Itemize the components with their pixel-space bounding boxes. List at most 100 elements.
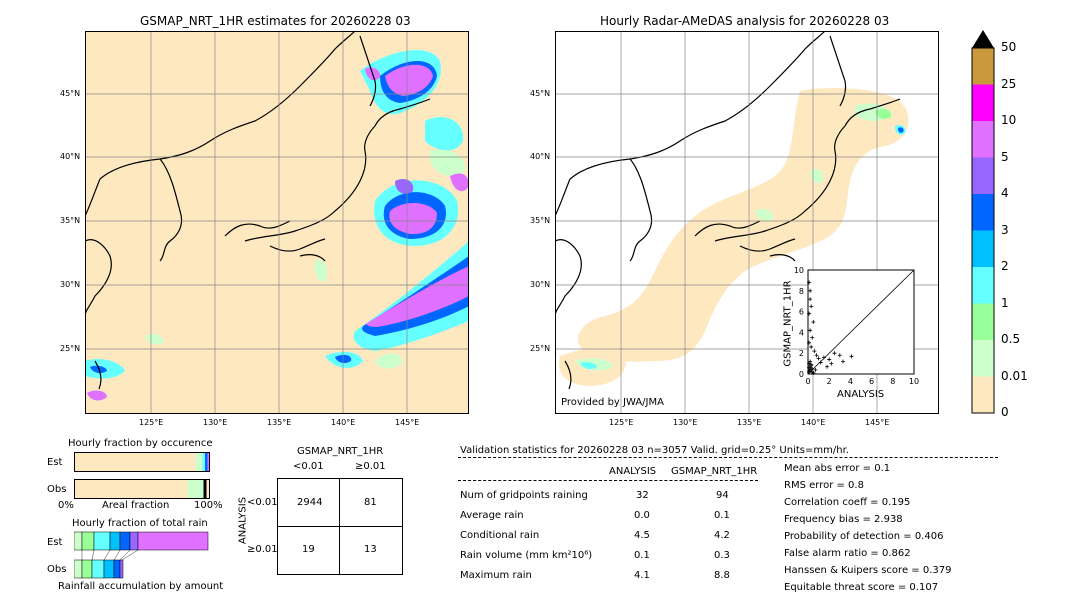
stat-analysis-volume: 0.1 <box>634 550 650 561</box>
validation-col-gsmap: GSMAP_NRT_1HR <box>671 466 758 477</box>
colorbar-label: 25 <box>1001 76 1017 91</box>
left-lat-label-45: 45°N <box>60 89 81 98</box>
colorbar-label: 5 <box>1001 149 1009 164</box>
scatter-point <box>810 335 815 340</box>
scatter-y-tick-label: 2 <box>799 349 804 358</box>
scatter-point <box>827 357 832 362</box>
left-lon-label-140: 140°E <box>331 418 356 427</box>
fraction-obs-label: Obs <box>47 484 67 495</box>
fraction-est-label: Est <box>47 457 63 468</box>
scatter-point <box>809 344 814 349</box>
stat-analysis-gridpoints: 32 <box>636 490 649 501</box>
scatter-x-tick-label: 4 <box>848 377 853 386</box>
scatter-point <box>808 359 813 364</box>
scatter-point <box>808 297 813 302</box>
fraction-axis-right: 100% <box>194 500 223 511</box>
right-lon-label-125: 125°E <box>609 418 634 427</box>
right-lon-label-145: 145°E <box>865 418 890 427</box>
score-hk: Hanssen & Kuipers score = 0.379 <box>784 565 952 576</box>
colorbar-band <box>972 303 994 340</box>
total-rain-obs-bar <box>74 559 124 579</box>
stat-analysis-conditional: 4.5 <box>634 530 650 541</box>
contingency-row1: <0.01 <box>247 497 278 508</box>
contingency-title: GSMAP_NRT_1HR <box>297 446 384 457</box>
scatter-point <box>808 367 813 372</box>
score-pod: Probability of detection = 0.406 <box>784 531 944 542</box>
scatter-y-tick-label: 10 <box>794 266 804 275</box>
right-lat-label-40: 40°N <box>530 152 551 161</box>
scatter-point <box>837 353 842 358</box>
stat-gsmap-conditional: 4.2 <box>714 530 730 541</box>
right-lon-label-130: 130°E <box>673 418 698 427</box>
scatter-point <box>808 328 813 333</box>
stat-gsmap-gridpoints: 94 <box>716 490 729 501</box>
colorbar-extend-arrow <box>972 30 994 48</box>
stat-label-volume: Rain volume (mm km²10⁶) <box>460 550 593 561</box>
left-map-grid <box>85 31 469 414</box>
scatter-point <box>807 311 812 316</box>
scatter-diagonal <box>807 269 915 375</box>
score-frequency-bias: Frequency bias = 2.938 <box>784 514 903 525</box>
scatter-x-tick-label: 0 <box>805 377 810 386</box>
scatter-point <box>840 359 845 364</box>
fraction-total-est-label: Est <box>47 537 63 548</box>
right-rain-patches <box>575 103 906 371</box>
scatter-point <box>809 304 814 309</box>
validation-col-rule <box>458 480 758 481</box>
fraction-axis-left: 0% <box>58 500 74 511</box>
left-rain-patches <box>85 50 469 401</box>
scatter-point <box>825 364 830 369</box>
scatter-plot: 00 2 2 4 4 6 6 8 8 10 10 <box>794 266 919 386</box>
stat-gsmap-volume: 0.3 <box>714 550 730 561</box>
contingency-cell-c: 19 <box>302 544 315 555</box>
scatter-ylabel: GSMAP_NRT_1HR <box>782 280 794 367</box>
stat-analysis-maximum: 4.1 <box>634 570 650 581</box>
contingency-cell-d: 13 <box>364 544 377 555</box>
colorbar-label: 0.5 <box>1001 332 1021 346</box>
scatter-point <box>821 355 826 360</box>
colorbar-band <box>972 230 994 267</box>
right-lat-label-35: 35°N <box>530 216 551 225</box>
left-lat-label-30: 30°N <box>60 280 81 289</box>
contingency-cell-b: 81 <box>364 497 377 508</box>
colorbar-label: 10 <box>1001 113 1017 127</box>
left-lat-label-40: 40°N <box>60 152 81 161</box>
colorbar-band <box>972 48 994 85</box>
colorbar-bands <box>972 48 994 413</box>
contingency-cell-a: 2944 <box>297 497 323 508</box>
scatter-point <box>807 280 812 285</box>
contingency-col2: ≥0.01 <box>355 461 386 472</box>
score-far: False alarm ratio = 0.862 <box>784 548 911 559</box>
occurrence-obs-bar <box>74 479 210 499</box>
colorbar-label: 0.01 <box>1001 368 1028 383</box>
total-rain-connectors <box>81 549 139 561</box>
colorbar-label: 1 <box>1001 295 1009 310</box>
scatter-point <box>810 369 815 374</box>
colorbar-band <box>972 340 994 377</box>
total-rain-est-bar <box>74 531 209 551</box>
scatter-y-tick-label: 4 <box>799 328 804 337</box>
left-lon-label-135: 135°E <box>267 418 292 427</box>
stat-label-conditional: Conditional rain <box>460 530 540 541</box>
fraction-axis-mid: Areal fraction <box>102 500 170 511</box>
scatter-point <box>849 354 854 359</box>
scatter-point <box>816 356 821 361</box>
right-lat-label-30: 30°N <box>530 280 551 289</box>
score-ets: Equitable threat score = 0.107 <box>784 582 939 593</box>
colorbar-band <box>972 121 994 158</box>
fraction-footer: Rainfall accumulation by amount <box>58 581 224 592</box>
scatter-x-tick-label: 8 <box>890 377 895 386</box>
data-credit: Provided by JWA/JMA <box>561 397 664 408</box>
stat-analysis-average: 0.0 <box>634 510 650 521</box>
contingency-col1: <0.01 <box>293 461 324 472</box>
colorbar-label: 4 <box>1001 186 1009 200</box>
stat-gsmap-maximum: 8.8 <box>714 570 730 581</box>
left-lon-label-145: 145°E <box>395 418 420 427</box>
scatter-point <box>814 353 819 358</box>
scatter-x-tick-label: 6 <box>869 377 874 386</box>
scatter-xlabel: ANALYSIS <box>837 389 885 400</box>
right-coastlines <box>555 31 901 390</box>
right-lon-label-135: 135°E <box>737 418 762 427</box>
scatter-point <box>812 349 817 354</box>
right-map-title: Hourly Radar-AMeDAS analysis for 2026022… <box>600 14 890 28</box>
